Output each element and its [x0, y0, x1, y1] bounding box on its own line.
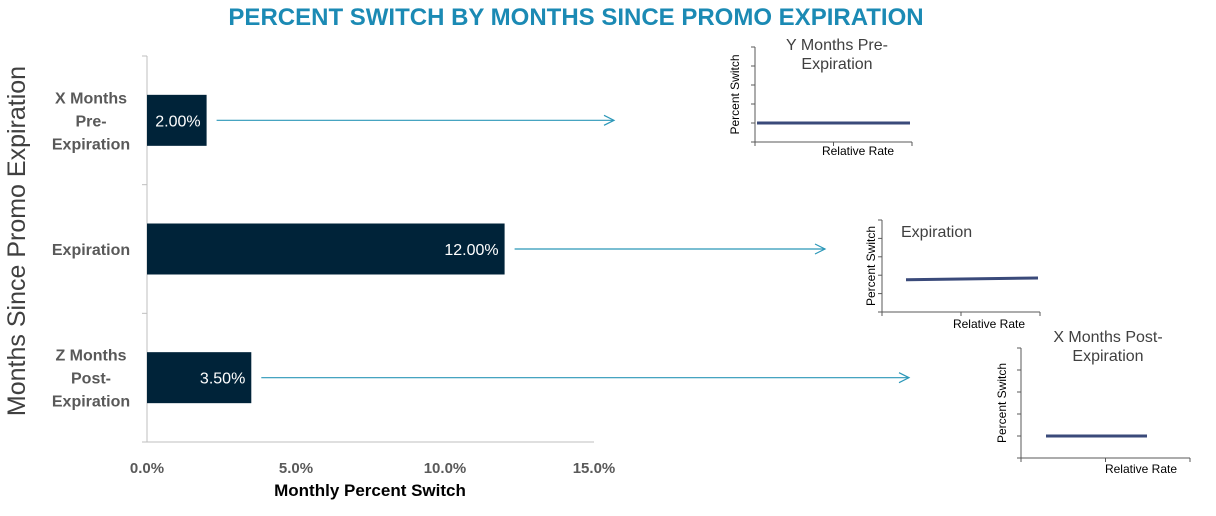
mini-x-axis-label: Relative Rate: [1105, 462, 1177, 476]
arrows: [216, 114, 911, 384]
bar-data-label: 12.00%: [444, 242, 498, 259]
bar-data-label: 3.50%: [200, 371, 245, 388]
x-tick-label: 5.0%: [279, 460, 313, 477]
mini-y-axis-label: Percent Switch: [995, 363, 1009, 443]
mini-y-axis-label: Percent Switch: [864, 226, 878, 306]
category-label: X Months Pre-Expiration: [52, 90, 130, 153]
x-tick-label: 0.0%: [130, 460, 164, 477]
category-labels: X Months Pre-Expiration Expiration Z Months…: [52, 90, 130, 410]
x-tick-labels: 0.0% 5.0% 10.0% 15.0%: [130, 460, 615, 477]
mini-chart-title: Expiration: [901, 224, 972, 241]
x-axis-label: Monthly Percent Switch: [274, 481, 466, 500]
mini-chart: Expiration Relative Rate Percent Switch: [864, 219, 1041, 331]
y-axis-label: Months Since Promo Expiration: [3, 66, 31, 416]
mini-chart: Y Months Pre-Expiration Relative Rate Perc…: [728, 37, 913, 158]
bar: [147, 223, 505, 275]
chart-title: PERCENT SWITCH BY MONTHS SINCE PROMO EXP…: [228, 4, 923, 31]
mini-chart-title: Y Months Pre-Expiration: [786, 37, 888, 73]
category-label: Z Months Post-Expiration: [52, 348, 130, 411]
bar: [147, 352, 252, 404]
mini-chart-title: X Months Post-Expiration: [1053, 329, 1162, 365]
arrow-head: [814, 243, 827, 255]
mini-series-line: [905, 276, 1039, 282]
mini-x-axis-label: Relative Rate: [953, 317, 1025, 331]
bar-data-label: 2.00%: [155, 113, 200, 130]
mini-charts: Y Months Pre-Expiration Relative Rate Perc…: [728, 37, 1191, 476]
category-label: Expiration: [52, 242, 130, 259]
arrow-head: [603, 114, 616, 126]
mini-x-axis-label: Relative Rate: [822, 144, 894, 158]
x-tick-label: 10.0%: [424, 460, 467, 477]
x-tick-label: 15.0%: [573, 460, 616, 477]
bar: [147, 94, 207, 146]
mini-chart: X Months Post-Expiration Relative Rate Per…: [995, 329, 1191, 476]
bars: 2.00% 12.00% 3.50%: [147, 94, 505, 404]
mini-y-axis-label: Percent Switch: [728, 54, 742, 134]
arrow-head: [898, 372, 911, 384]
